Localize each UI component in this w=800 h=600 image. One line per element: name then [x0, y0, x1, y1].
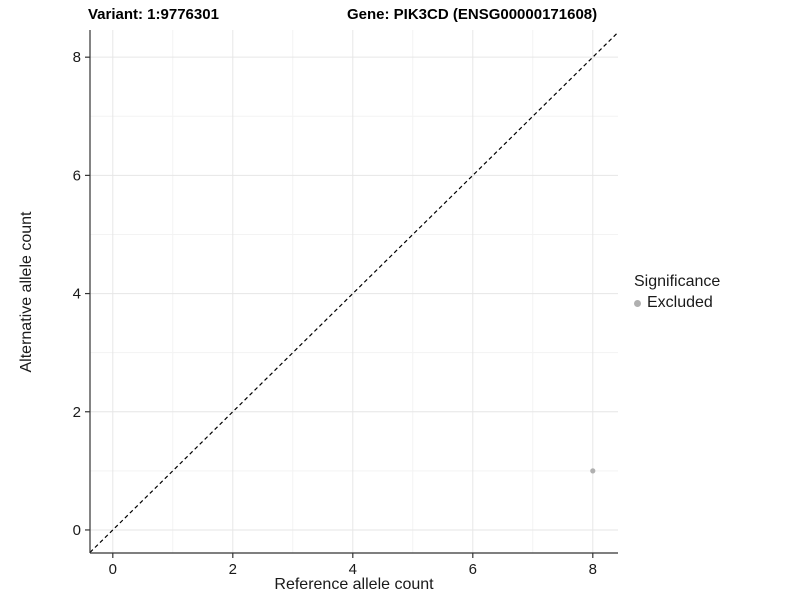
legend-item-excluded: Excluded [634, 294, 720, 312]
legend-title: Significance [634, 273, 721, 290]
x-tick-label: 6 [469, 561, 477, 578]
gene-title: Gene: PIK3CD (ENSG00000171608) [347, 6, 598, 23]
variant-title: Variant: 1:9776301 [88, 6, 219, 23]
y-tick-label: 4 [73, 286, 81, 303]
y-tick-label: 2 [73, 404, 81, 421]
x-tick-label: 2 [229, 561, 237, 578]
legend: Significance Excluded [634, 272, 720, 312]
x-tick-label: 4 [349, 561, 357, 578]
x-tick-label: 0 [109, 561, 117, 578]
x-axis-title: Reference allele count [274, 576, 434, 593]
plot-panel [90, 30, 618, 553]
legend-item-label: Excluded [647, 294, 713, 311]
legend-point-icon [634, 299, 641, 307]
x-tick-label: 8 [589, 561, 597, 578]
y-tick-label: 8 [73, 49, 81, 66]
y-tick-label: 6 [73, 167, 81, 184]
y-axis-title: Alternative allele count [18, 211, 35, 373]
identity-reference-line [89, 31, 619, 553]
y-tick-label: 0 [73, 522, 81, 539]
data-point-excluded [590, 468, 596, 474]
